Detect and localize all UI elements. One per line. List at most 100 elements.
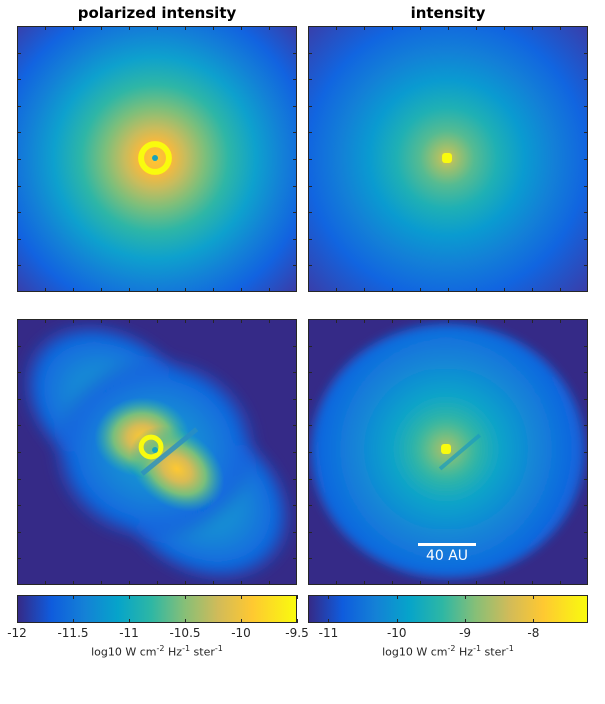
axis-tick-mark <box>336 319 337 323</box>
colorbar-right-tick-label: -9 <box>459 626 472 640</box>
colorbar-left-tick-mark <box>73 619 74 623</box>
axis-tick-mark <box>73 319 74 323</box>
colorbar-left-tick-mark <box>297 595 298 599</box>
colorbar-left-tick-mark <box>185 595 186 599</box>
axis-tick-mark <box>448 319 449 323</box>
axis-tick-mark <box>129 319 130 323</box>
heatmap-top-intensity <box>309 27 587 291</box>
axis-tick-mark <box>293 398 297 400</box>
colorbar-left-tick-mark <box>17 595 18 599</box>
panel-top-intensity <box>308 26 588 292</box>
colorbar-left-tick-mark <box>73 595 74 599</box>
axis-tick-mark <box>73 26 74 30</box>
colorbar-right-tick-label: -11 <box>318 626 339 640</box>
axis-tick-mark <box>17 425 21 427</box>
axis-tick-mark <box>17 159 21 160</box>
axis-tick-mark <box>392 288 393 292</box>
axis-tick-mark <box>185 26 186 30</box>
axis-tick-mark <box>584 478 588 480</box>
axis-tick-mark <box>185 319 186 323</box>
axis-tick-mark <box>308 159 312 160</box>
axis-tick-mark <box>293 372 297 374</box>
central-source-marker <box>152 447 158 453</box>
polarization-ring <box>138 434 164 460</box>
axis-tick-mark <box>364 581 365 585</box>
axis-tick-mark <box>476 288 477 292</box>
axis-tick-mark <box>101 319 102 323</box>
axis-tick-mark <box>185 288 186 292</box>
axis-tick-mark <box>584 345 588 347</box>
axis-tick-mark <box>308 531 312 533</box>
axis-tick-mark <box>584 132 588 134</box>
axis-tick-mark <box>293 558 297 560</box>
axis-tick-mark <box>17 185 21 187</box>
axis-tick-mark <box>17 238 21 240</box>
colorbar-intensity <box>308 595 588 623</box>
axis-tick-mark <box>308 505 312 507</box>
axis-tick-mark <box>584 558 588 560</box>
axis-tick-mark <box>532 26 533 30</box>
axis-tick-mark <box>584 212 588 214</box>
axis-tick-mark <box>293 531 297 533</box>
axis-tick-mark <box>584 452 588 453</box>
axis-tick-mark <box>584 238 588 240</box>
axis-tick-mark <box>448 26 449 30</box>
colorbar-right-tick-mark <box>396 595 398 599</box>
axis-tick-mark <box>308 79 312 81</box>
axis-tick-mark <box>420 288 421 292</box>
axis-tick-mark <box>293 238 297 240</box>
axis-tick-mark <box>308 452 312 453</box>
axis-tick-mark <box>45 581 46 585</box>
axis-tick-mark <box>584 185 588 187</box>
axis-tick-mark <box>584 265 588 267</box>
colorbar-left-tick-mark <box>297 619 298 623</box>
axis-tick-mark <box>532 319 533 323</box>
axis-tick-mark <box>241 288 242 292</box>
axis-tick-mark <box>17 372 21 374</box>
axis-tick-mark <box>101 26 102 30</box>
colorbar-left-tick-mark <box>129 595 130 599</box>
colorbar-right-tick-mark <box>533 595 535 599</box>
colorbar-left-tick-label: -11 <box>119 626 139 640</box>
colorbar-polarized <box>17 595 297 623</box>
axis-tick-mark <box>157 581 158 585</box>
axis-tick-mark <box>308 558 312 560</box>
disk-lane <box>438 433 482 471</box>
axis-tick-mark <box>293 79 297 81</box>
colorbar-left-tick-label: -10.5 <box>169 626 201 640</box>
axis-tick-mark <box>420 26 421 30</box>
axis-tick-mark <box>293 105 297 107</box>
axis-tick-mark <box>17 212 21 214</box>
axis-tick-mark <box>364 288 365 292</box>
axis-tick-mark <box>185 581 186 585</box>
colorbar-left-tick-mark <box>241 619 242 623</box>
axis-tick-mark <box>336 26 337 30</box>
axis-tick-mark <box>532 288 533 292</box>
axis-tick-mark <box>293 505 297 507</box>
axis-tick-mark <box>213 288 214 292</box>
axis-tick-mark <box>17 531 21 533</box>
axis-tick-mark <box>241 581 242 585</box>
axis-tick-mark <box>308 345 312 347</box>
axis-tick-mark <box>45 288 46 292</box>
axis-tick-mark <box>584 531 588 533</box>
axis-tick-mark <box>293 132 297 134</box>
axis-tick-mark <box>293 159 297 160</box>
axis-tick-mark <box>392 581 393 585</box>
axis-tick-mark <box>157 288 158 292</box>
left-column-title: polarized intensity <box>77 4 237 22</box>
scale-bar-label: 40 AU <box>425 548 469 564</box>
central-source-marker <box>441 444 451 454</box>
colorbar-left-tick-label: -12 <box>7 626 27 640</box>
axis-tick-mark <box>293 478 297 480</box>
axis-tick-mark <box>129 26 130 30</box>
axis-tick-mark <box>269 319 270 323</box>
axis-tick-mark <box>213 26 214 30</box>
colorbar-right-tick-mark <box>465 595 467 599</box>
right-column-title: intensity <box>410 4 486 22</box>
axis-tick-mark <box>269 581 270 585</box>
axis-tick-mark <box>213 319 214 323</box>
colorbar-right-tick-mark <box>396 619 398 623</box>
axis-tick-mark <box>293 452 297 453</box>
axis-tick-mark <box>584 79 588 81</box>
